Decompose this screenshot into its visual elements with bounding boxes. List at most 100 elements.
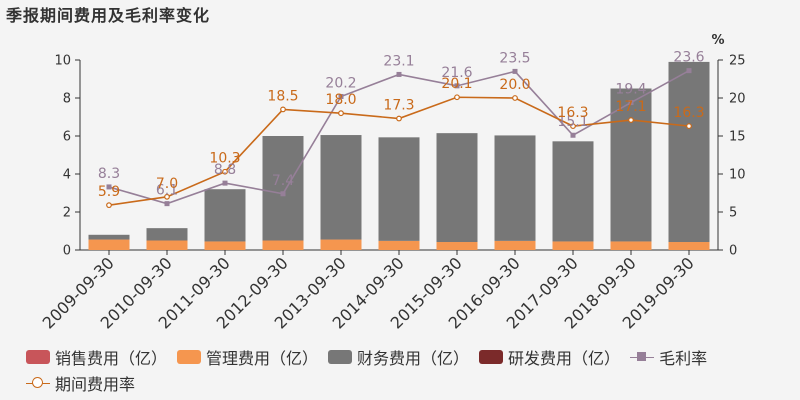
bar-segment	[494, 240, 536, 250]
data-label: 23.1	[383, 53, 414, 69]
data-label: 6.1	[156, 183, 178, 199]
bar-segment	[378, 240, 420, 250]
data-label: 18.5	[267, 88, 298, 104]
data-label: 17.3	[383, 98, 414, 114]
legend-label-sales: 销售费用（亿）	[55, 349, 168, 368]
data-labels: 8.3 6.1 8.8 7.4 20.2 23.1 21.6 23.5 15.1 19.4 23.6…	[98, 50, 705, 201]
data-label: 7.0	[156, 176, 178, 192]
data-label: 16.3	[557, 105, 588, 121]
bar-segment	[88, 234, 130, 240]
bar-segment	[668, 242, 710, 250]
bar-segment	[436, 242, 478, 250]
bar-segment	[610, 88, 652, 242]
legend-label-gross-margin: 毛利率	[659, 349, 708, 368]
legend-item-admin-expense[interactable]: 管理费用（亿）	[177, 345, 318, 369]
series-marker	[686, 123, 692, 130]
series-marker	[222, 168, 228, 175]
legend-label-finance: 财务费用（亿）	[357, 349, 470, 368]
bar-segment	[262, 136, 304, 241]
series-marker	[628, 100, 634, 106]
bar-segment	[320, 239, 362, 250]
y-right-tick-label: 25	[729, 54, 746, 69]
bar-segment	[88, 239, 130, 250]
legend-label-period-expense-rate: 期间费用率	[55, 375, 136, 394]
bar-series	[88, 61, 710, 250]
data-label: 8.3	[98, 166, 120, 182]
y-left-tick-label: 4	[63, 168, 71, 183]
legend-swatch-gross-margin	[630, 350, 655, 364]
series-marker	[454, 83, 460, 89]
y-left-tick-label: 2	[63, 206, 71, 221]
bar-segment	[204, 189, 246, 242]
legend-swatch-period-expense-rate	[26, 376, 50, 390]
y-left-tick-label: 6	[63, 130, 71, 145]
bar-segment	[320, 135, 362, 240]
series-marker	[570, 123, 576, 130]
y-right-tick-label: 0	[729, 244, 737, 259]
y-left-tick-label: 8	[63, 92, 71, 107]
data-label: 20.1	[441, 76, 472, 92]
legend-swatch-sales	[26, 350, 50, 364]
y-left-tick-label: 0	[63, 244, 71, 259]
legend-label-admin: 管理费用（亿）	[206, 349, 319, 368]
bar-segment	[378, 137, 420, 241]
series-marker	[280, 106, 286, 113]
legend-item-gross-margin[interactable]: 毛利率	[630, 345, 707, 369]
bar-segment	[204, 241, 246, 250]
legend-item-sales-expense[interactable]: 销售费用（亿）	[26, 345, 167, 369]
data-label: 20.0	[499, 77, 530, 93]
series-marker	[280, 191, 286, 197]
line-series	[106, 68, 692, 209]
legend-swatch-rd	[479, 350, 504, 364]
bar-segment	[552, 141, 594, 242]
data-label: 5.9	[98, 184, 120, 200]
data-label: 16.3	[673, 105, 704, 121]
chart-title: 季报期间费用及毛利率变化	[6, 6, 211, 25]
y-right-tick-label: 15	[729, 130, 746, 145]
data-label: 15.1	[557, 114, 588, 130]
legend-swatch-finance	[328, 350, 353, 364]
series-marker	[512, 68, 518, 74]
legend-label-rd: 研发费用（亿）	[508, 349, 621, 368]
data-label: 21.6	[441, 65, 472, 81]
data-label: 19.4	[615, 82, 646, 98]
series-marker	[164, 193, 170, 200]
data-label: 23.5	[499, 50, 530, 66]
series-marker	[454, 94, 460, 101]
series-marker	[164, 201, 170, 207]
bar-segment	[610, 241, 652, 250]
y-right-tick-label: 10	[729, 168, 746, 183]
data-label: 17.1	[615, 99, 646, 115]
y-right-axis-unit: %	[711, 33, 724, 48]
bar-segment	[668, 61, 710, 243]
series-marker	[570, 132, 576, 138]
data-label: 23.6	[673, 50, 704, 66]
data-label: 8.8	[214, 162, 236, 178]
data-label: 7.4	[272, 173, 294, 189]
y-right-tick-label: 5	[729, 206, 737, 221]
series-marker	[222, 180, 228, 186]
series-marker	[628, 117, 634, 123]
series-marker	[106, 184, 112, 190]
bar-segment	[146, 240, 188, 250]
series-marker	[686, 68, 692, 74]
legend-item-rd-expense[interactable]: 研发费用（亿）	[479, 345, 620, 369]
series-marker	[396, 115, 402, 122]
legend-swatch-admin	[177, 350, 202, 364]
data-label: 20.2	[325, 75, 356, 91]
bar-segment	[262, 240, 304, 250]
y-right-tick-label: 20	[729, 92, 746, 107]
series-marker	[396, 71, 402, 77]
data-label: 10.3	[209, 151, 240, 167]
legend-item-period-expense-rate[interactable]: 期间费用率	[26, 371, 135, 395]
data-label: 18.0	[325, 92, 356, 108]
legend: 销售费用（亿） 管理费用（亿） 财务费用（亿） 研发费用（亿） 毛利率	[26, 344, 796, 396]
bar-segment	[436, 133, 478, 243]
series-marker	[512, 95, 518, 101]
bar-segment	[552, 241, 594, 250]
series-marker	[106, 202, 112, 209]
legend-item-finance-expense[interactable]: 财务费用（亿）	[328, 345, 469, 369]
bar-segment	[494, 135, 536, 241]
bar-segment	[146, 228, 188, 241]
